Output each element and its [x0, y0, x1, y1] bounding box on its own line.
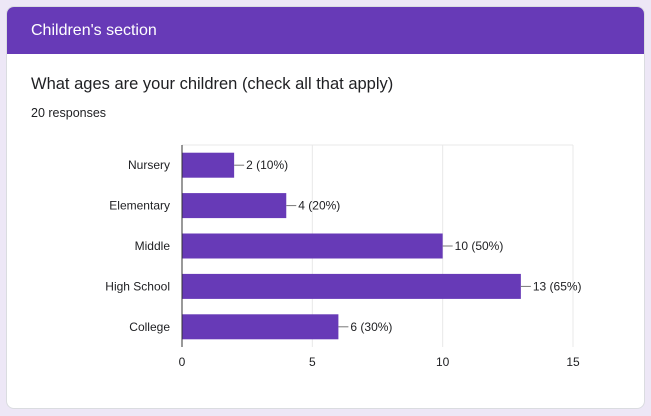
bar — [182, 273, 521, 299]
bar — [182, 314, 339, 340]
x-tick-label: 5 — [309, 355, 316, 369]
section-title: Children's section — [31, 22, 157, 39]
category-label: Middle — [135, 239, 171, 253]
category-label: Elementary — [109, 199, 170, 213]
category-label: Nursery — [128, 158, 170, 172]
x-tick-label: 15 — [566, 355, 580, 369]
x-tick-label: 10 — [436, 355, 450, 369]
category-label: College — [129, 320, 170, 334]
data-label: 13 (65%) — [533, 279, 582, 293]
data-label: 2 (10%) — [246, 158, 288, 172]
bar — [182, 233, 443, 259]
data-label: 4 (20%) — [298, 199, 340, 213]
bar — [182, 193, 287, 219]
section-header: Children's section — [7, 7, 644, 54]
response-count: 20 responses — [31, 106, 107, 120]
data-label: 10 (50%) — [455, 239, 504, 253]
question-card: Children's section What ages are your ch… — [6, 6, 645, 409]
category-label: High School — [105, 279, 170, 293]
question-title: What ages are your children (check all t… — [31, 75, 394, 93]
bar — [182, 152, 235, 178]
x-tick-label: 0 — [179, 355, 186, 369]
data-label: 6 (30%) — [350, 320, 392, 334]
